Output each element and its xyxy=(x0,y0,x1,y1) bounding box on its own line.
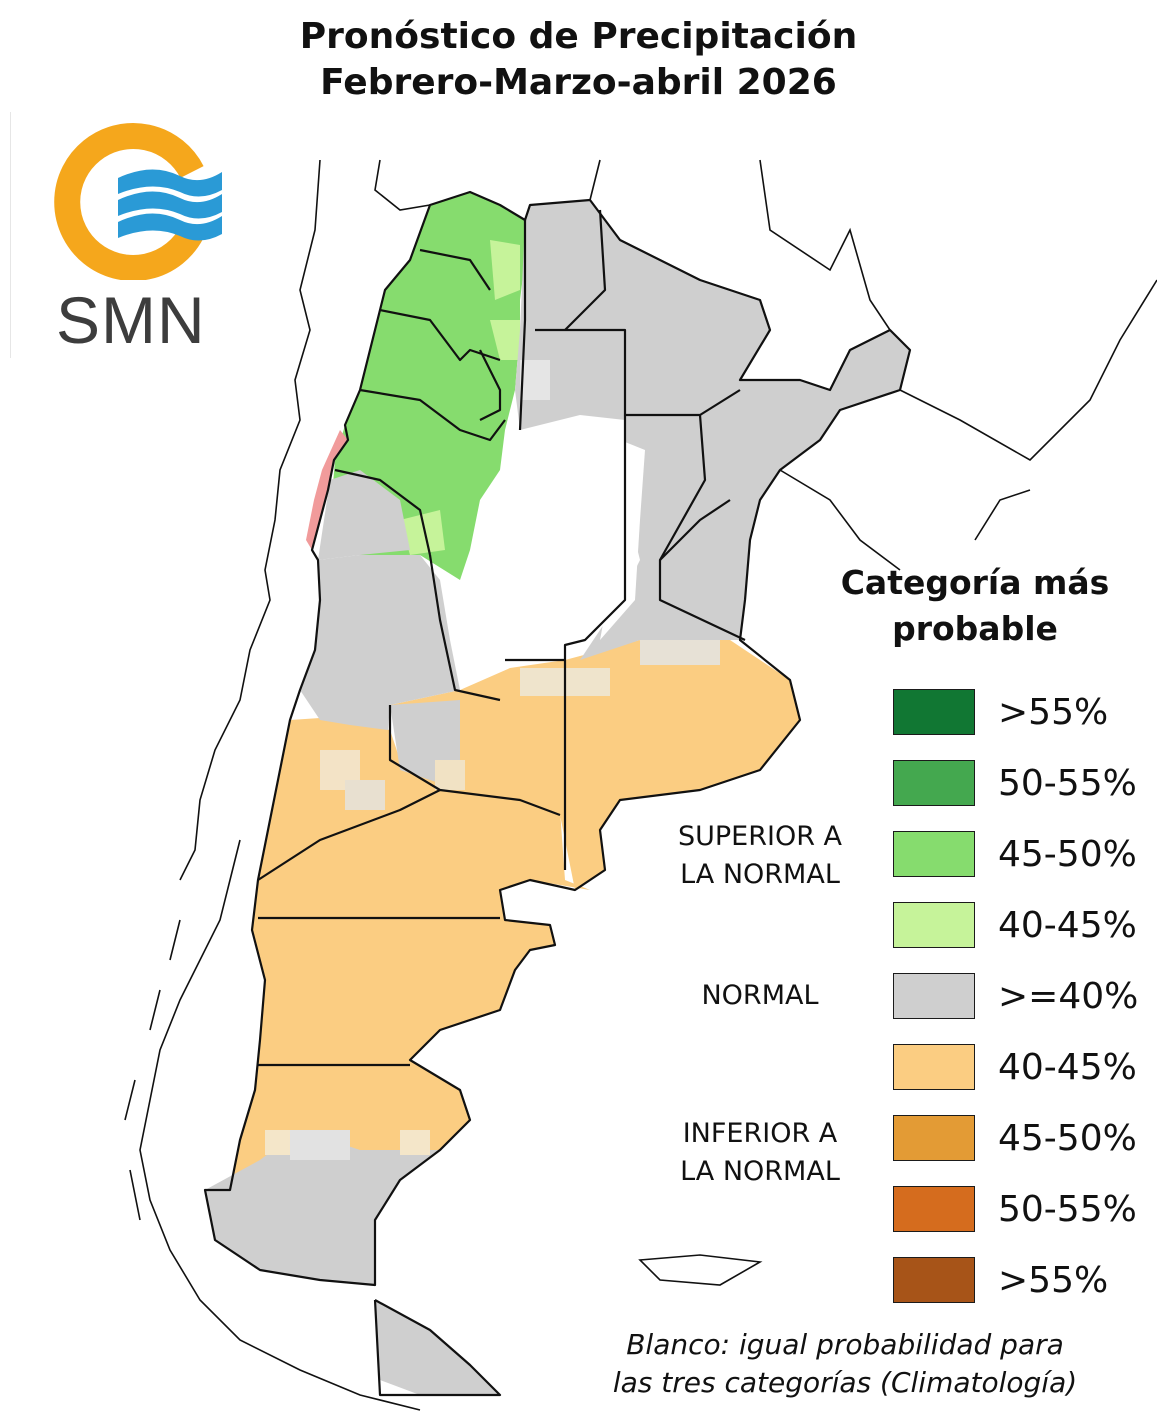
note-line-2: las tres categorías (Climatología) xyxy=(612,1366,1078,1399)
legend-swatch-above-50-55 xyxy=(893,760,975,806)
title-line-2: Febrero-Marzo-abril 2026 xyxy=(320,62,837,103)
legend-swatch-below-45-50 xyxy=(893,1115,975,1161)
smn-emblem-icon xyxy=(54,123,222,281)
legend-label-above-50-55: 50-55% xyxy=(998,763,1137,804)
legend-swatch-above-40-45 xyxy=(893,902,975,948)
category-normal: NORMAL xyxy=(701,980,819,1011)
legend-label-normal: >=40% xyxy=(998,976,1139,1017)
category-superior-line-1: SUPERIOR A xyxy=(677,821,843,852)
legend-swatch-below-50-55 xyxy=(893,1186,975,1232)
legend-label-above-40-45: 40-45% xyxy=(998,905,1137,946)
province-borders xyxy=(203,190,912,1397)
region-pampas-below xyxy=(390,640,800,890)
legend-label-above-45-50: 45-50% xyxy=(998,834,1137,875)
category-inferior: INFERIOR A LA NORMAL xyxy=(660,1115,860,1191)
neighbour-borders xyxy=(179,159,1157,881)
region-noa-above xyxy=(330,192,525,580)
category-superior-line-2: LA NORMAL xyxy=(680,859,840,890)
region-noa-light-3 xyxy=(400,510,445,555)
legend-label-below-50-55: 50-55% xyxy=(998,1189,1137,1230)
category-superior: SUPERIOR A LA NORMAL xyxy=(660,818,860,894)
region-cuyo-north-normal xyxy=(318,470,410,560)
region-noa-light-2 xyxy=(490,320,520,360)
legend-swatch-above-55 xyxy=(893,689,975,735)
region-patagonia-below xyxy=(230,718,590,1190)
region-climatology-sanluis xyxy=(468,560,502,650)
region-nea-normal xyxy=(515,200,910,660)
climatology-note: Blanco: igual probabilidad para las tres… xyxy=(560,1326,1130,1402)
legend-swatch-above-45-50 xyxy=(893,831,975,877)
legend-label-below-45-50: 45-50% xyxy=(998,1118,1137,1159)
region-cuyo-normal xyxy=(300,555,460,730)
region-noa-light xyxy=(490,240,520,300)
category-inferior-line-1: INFERIOR A xyxy=(682,1118,838,1149)
category-inferior-line-2: LA NORMAL xyxy=(680,1156,840,1187)
legend-label-below-40-45: 40-45% xyxy=(998,1047,1137,1088)
legend-title-line-2: probable xyxy=(892,609,1058,648)
title-line-1: Pronóstico de Precipitación xyxy=(299,16,858,57)
legend-label-above-55: >55% xyxy=(998,692,1109,733)
argentina-precipitation-map xyxy=(124,159,1157,1411)
transition-cells xyxy=(265,360,720,1160)
region-south-normal xyxy=(205,1130,440,1285)
map-title: Pronóstico de Precipitación Febrero-Marz… xyxy=(0,14,1157,106)
region-climatology-santafe xyxy=(600,440,645,640)
legend-swatch-below-55 xyxy=(893,1257,975,1303)
legend-swatch-below-40-45 xyxy=(893,1044,975,1090)
chile-coast xyxy=(124,839,763,1411)
logo-divider xyxy=(10,112,11,358)
legend-title-line-1: Categoría más xyxy=(840,563,1110,602)
legend-swatch-normal xyxy=(893,973,975,1019)
legend-label-below-55: >55% xyxy=(998,1260,1109,1301)
region-climatology-cordoba xyxy=(480,420,615,660)
smn-logo-text: SMN xyxy=(56,283,206,357)
region-tierra-del-fuego xyxy=(375,1300,500,1395)
note-line-1: Blanco: igual probabilidad para xyxy=(626,1328,1064,1361)
smn-logo: SMN xyxy=(40,120,240,357)
legend-title: Categoría más probable xyxy=(820,560,1130,652)
